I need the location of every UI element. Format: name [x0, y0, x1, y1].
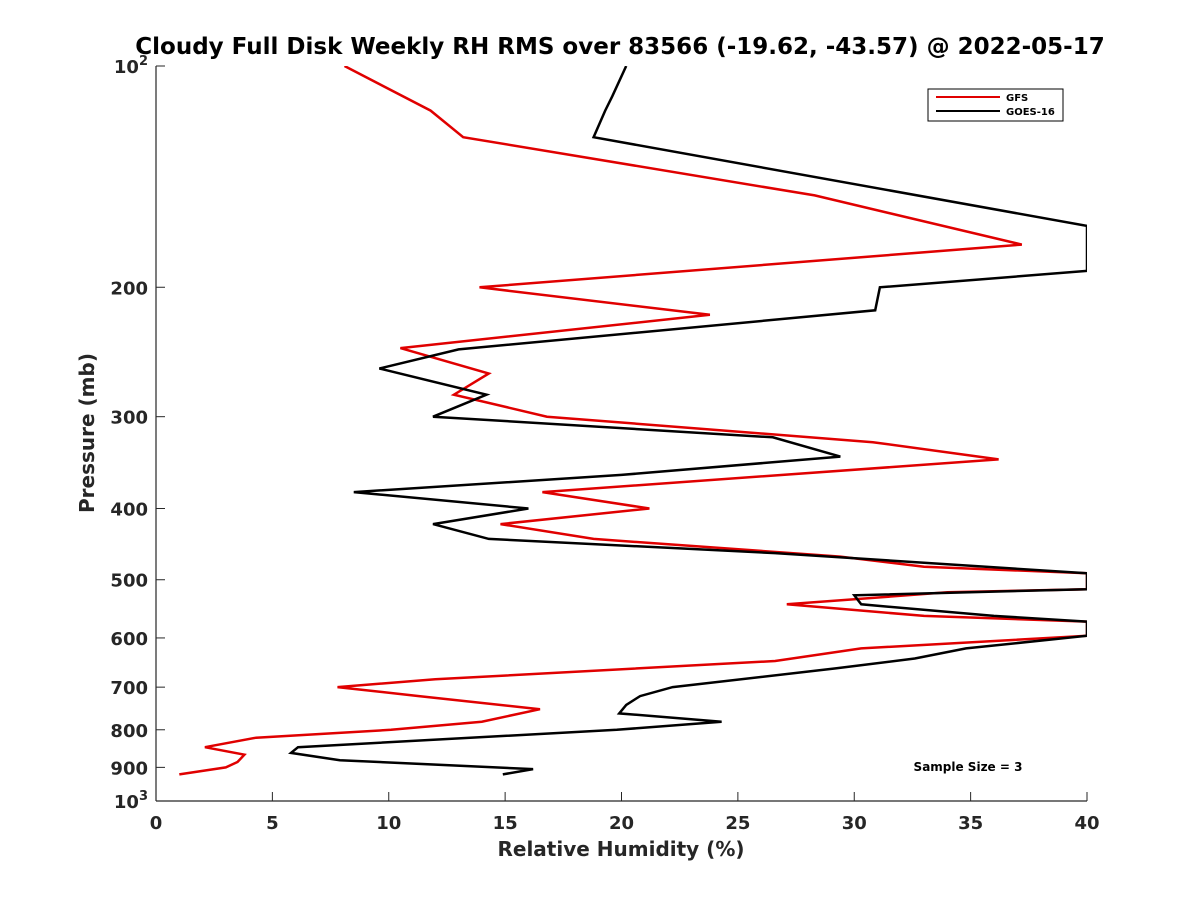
series-layer — [179, 66, 1087, 776]
y-tick-label: 700 — [110, 678, 148, 699]
y-tick-label: 200 — [110, 278, 148, 299]
plot-area: 0 5 10 15 20 25 30 35 40 102 200 300 400 500 600 700 800… — [110, 54, 1099, 834]
y-tick-label: 103 — [114, 789, 148, 813]
x-tick-label: 0 — [150, 813, 163, 834]
series-line-gfs — [179, 66, 1087, 776]
x-tick-label: 35 — [958, 813, 983, 834]
chart-legend: GFS GOES-16 — [927, 88, 1064, 122]
x-tick-label: 5 — [266, 813, 279, 834]
x-tick-label: 25 — [725, 813, 750, 834]
x-tick-label: 40 — [1074, 813, 1099, 834]
y-tick-label: 800 — [110, 721, 148, 742]
y-tick-label: 600 — [110, 629, 148, 650]
legend-box — [927, 88, 1064, 122]
y-axis-label: Pressure (mb) — [75, 353, 99, 513]
y-tick-label: 500 — [110, 571, 148, 592]
y-tick-label: 300 — [110, 408, 148, 429]
y-tick-label: 900 — [110, 758, 148, 779]
sample-size-annotation: Sample Size = 3 — [914, 760, 1023, 774]
x-tick-label: 10 — [376, 813, 401, 834]
x-tick-label: 20 — [609, 813, 634, 834]
y-tick-label: 400 — [110, 500, 148, 521]
legend-label-gfs: GFS — [1006, 93, 1028, 104]
axes-layer: 0 5 10 15 20 25 30 35 40 102 200 300 400 500 600 700 800… — [110, 54, 1099, 834]
y-tick-label: 102 — [114, 54, 148, 78]
legend-label-goes16: GOES-16 — [1006, 107, 1055, 118]
x-tick-label: 30 — [842, 813, 867, 834]
chart-title: Cloudy Full Disk Weekly RH RMS over 8356… — [135, 34, 1104, 60]
x-axis-label: Relative Humidity (%) — [497, 837, 744, 861]
x-tick-label: 15 — [493, 813, 518, 834]
series-line-goes16 — [288, 66, 1087, 776]
